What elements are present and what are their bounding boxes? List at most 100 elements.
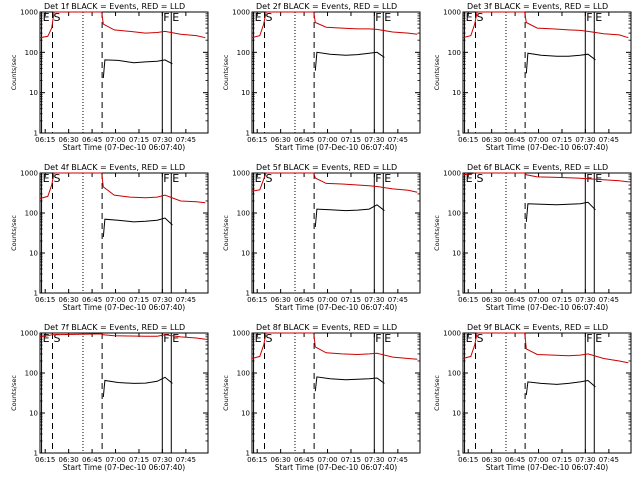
x-axis-label: Start Time (07-Dec-10 06:07:40) — [486, 143, 608, 152]
event-marker-label: E — [43, 172, 50, 185]
y-tick-label: 100 — [237, 210, 250, 218]
chart-title: Det 7f BLACK = Events, RED = LLD — [44, 323, 185, 332]
event-marker-label: F — [375, 332, 381, 345]
y-axis-label: Counts/sec — [10, 375, 18, 411]
series-events-black — [525, 52, 596, 74]
x-tick-label: 06:15 — [458, 136, 478, 144]
y-tick-label: 10 — [452, 410, 461, 418]
plot-frame — [39, 11, 209, 134]
event-marker-label: E — [172, 332, 179, 345]
chart-title: Det 1f BLACK = Events, RED = LLD — [44, 2, 185, 11]
chart-title: Det 4f BLACK = Events, RED = LLD — [44, 163, 185, 172]
series-events-black — [102, 217, 173, 238]
event-marker-label: E — [595, 172, 602, 185]
x-tick-label: 07:30 — [575, 296, 595, 304]
y-tick-label: 1 — [34, 450, 38, 458]
x-tick-label: 07:15 — [552, 456, 572, 464]
x-tick-label: 07:30 — [364, 296, 384, 304]
event-marker-label: F — [586, 332, 592, 345]
y-tick-label: 1000 — [443, 330, 461, 338]
series-events-black — [102, 376, 173, 398]
chart-title: Det 5f BLACK = Events, RED = LLD — [256, 163, 397, 172]
y-tick-label: 100 — [25, 370, 38, 378]
plot-frame — [462, 332, 632, 454]
chart-panel: Det 6f BLACK = Events, RED = LLD 1 10 100 10… — [433, 163, 632, 312]
x-tick-label: 06:45 — [294, 136, 314, 144]
y-axis-label: Counts/sec — [433, 215, 441, 251]
y-tick-label: 10 — [452, 89, 461, 97]
series-events-black — [314, 51, 385, 71]
x-tick-label: 07:15 — [341, 296, 361, 304]
x-tick-label: 06:30 — [482, 136, 502, 144]
event-marker-label: E — [384, 332, 391, 345]
series-lld-red — [251, 11, 418, 39]
x-tick-label: 07:15 — [129, 296, 149, 304]
x-tick-label: 07:45 — [388, 136, 408, 144]
x-tick-label: 07:15 — [341, 136, 361, 144]
x-tick-label: 07:00 — [528, 456, 548, 464]
event-marker-label: S — [54, 11, 61, 24]
event-marker-label: F — [163, 172, 169, 185]
chart-panel: Det 9f BLACK = Events, RED = LLD 1 10 100 10… — [433, 323, 632, 472]
series-events-black — [102, 59, 173, 79]
event-marker-label: F — [163, 332, 169, 345]
series-lld-red — [462, 11, 629, 39]
y-tick-label: 1 — [246, 450, 250, 458]
series-events-black — [314, 376, 385, 392]
y-tick-label: 100 — [448, 49, 461, 57]
x-tick-label: 06:45 — [294, 296, 314, 304]
x-tick-label: 07:00 — [105, 296, 125, 304]
x-tick-label: 07:45 — [388, 456, 408, 464]
x-tick-label: 07:45 — [176, 456, 196, 464]
x-tick-label: 07:30 — [152, 456, 172, 464]
event-marker-label: E — [43, 11, 50, 24]
event-marker-label: E — [172, 172, 179, 185]
y-tick-label: 1000 — [20, 170, 38, 178]
x-tick-label: 06:45 — [82, 136, 102, 144]
chart-title: Det 6f BLACK = Events, RED = LLD — [467, 163, 608, 172]
y-tick-label: 10 — [241, 89, 250, 97]
x-tick-label: 07:45 — [599, 296, 619, 304]
y-tick-label: 1 — [457, 450, 461, 458]
event-marker-label: E — [172, 11, 179, 24]
x-tick-label: 07:30 — [152, 296, 172, 304]
chart-panel: Det 3f BLACK = Events, RED = LLD 1 10 100 10… — [433, 2, 632, 152]
x-axis-label: Start Time (07-Dec-10 06:07:40) — [486, 463, 608, 472]
event-marker-label: E — [255, 11, 262, 24]
event-marker-label: E — [384, 172, 391, 185]
x-tick-label: 07:15 — [129, 136, 149, 144]
y-tick-label: 1 — [457, 130, 461, 138]
chart-panel: Det 8f BLACK = Events, RED = LLD 1 10 100 10… — [222, 323, 421, 472]
y-axis-label: Counts/sec — [222, 54, 230, 90]
series-lld-red — [462, 332, 629, 364]
x-tick-label: 06:45 — [505, 136, 525, 144]
chart-title: Det 3f BLACK = Events, RED = LLD — [467, 2, 608, 11]
event-marker-label: S — [266, 332, 273, 345]
plot-frame — [251, 172, 421, 294]
x-tick-label: 06:15 — [247, 456, 267, 464]
chart-panel: Det 4f BLACK = Events, RED = LLD 1 10 100 10… — [10, 163, 209, 312]
chart-title: Det 2f BLACK = Events, RED = LLD — [256, 2, 397, 11]
x-tick-label: 07:00 — [317, 296, 337, 304]
x-tick-label: 07:30 — [152, 136, 172, 144]
event-marker-label: S — [477, 11, 484, 24]
x-tick-label: 07:45 — [176, 296, 196, 304]
x-tick-label: 06:30 — [271, 456, 291, 464]
y-tick-label: 1 — [246, 290, 250, 298]
event-marker-label: E — [466, 332, 473, 345]
x-tick-label: 06:30 — [59, 296, 79, 304]
y-tick-label: 100 — [237, 370, 250, 378]
x-tick-label: 06:30 — [59, 456, 79, 464]
x-axis-label: Start Time (07-Dec-10 06:07:40) — [63, 463, 185, 472]
y-tick-label: 10 — [29, 410, 38, 418]
event-marker-label: E — [255, 172, 262, 185]
x-tick-label: 07:00 — [317, 456, 337, 464]
x-tick-label: 06:30 — [271, 296, 291, 304]
series-lld-red — [39, 172, 206, 204]
y-axis-label: Counts/sec — [222, 375, 230, 411]
event-marker-label: S — [54, 172, 61, 185]
series-lld-red — [251, 172, 418, 193]
y-tick-label: 100 — [25, 49, 38, 57]
x-axis-label: Start Time (07-Dec-10 06:07:40) — [275, 463, 397, 472]
event-marker-label: S — [477, 332, 484, 345]
